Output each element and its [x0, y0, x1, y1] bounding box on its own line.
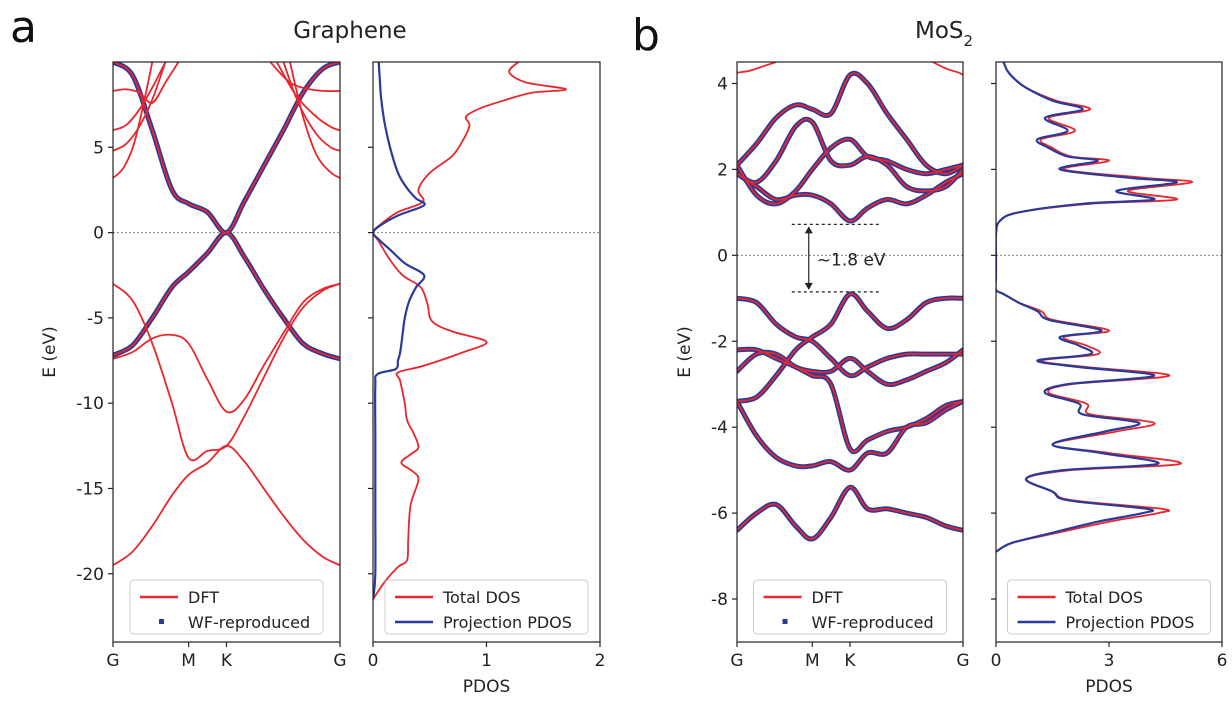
gap-arrow-head-up [804, 226, 813, 234]
mos2-bands-ylabel: E (eV) [675, 326, 695, 378]
mos2-bands-legend [753, 579, 947, 635]
mos2-bands-dft-band-0 [737, 486, 963, 540]
mos2-bands-xtick-label: G [956, 651, 969, 671]
mos2-bands-ytick-label: 4 [717, 74, 728, 94]
mos2-bands-ytick-label: -4 [711, 418, 728, 438]
graphene-bands-ytick-label: -15 [76, 479, 104, 499]
graphene-bands-legend [129, 579, 324, 635]
mos2-bands-ytick-label: -8 [711, 590, 728, 610]
graphene-bands-ytick-label: -10 [76, 394, 104, 414]
graphene-bands-dft-band-11 [276, 62, 340, 132]
mos2-bands-wf-band-5 [737, 295, 963, 379]
mos2-bands-dft-band-6 [737, 172, 963, 222]
graphene-pdos-xtick-label: 0 [368, 651, 379, 671]
graphene-pdos-legend [384, 579, 589, 635]
mos2-bands-dft-band-7 [737, 118, 963, 192]
mos2-bands-ytick-label: 2 [717, 160, 728, 180]
mos2-bands-wf-band-7 [737, 116, 963, 194]
graphene-bands-xtick-label: G [106, 651, 119, 671]
gap-annotation-label: ~1.8 eV [817, 251, 886, 271]
graphene-bands-legend-marker-wf [159, 619, 164, 624]
mos2-bands-ytick-label: -6 [711, 504, 728, 524]
mos2-bands-dft-band-3 [737, 349, 963, 386]
mos2-bands-dft-band-1 [737, 400, 963, 472]
panel-b-letter: b [632, 10, 660, 61]
graphene-pdos-legend-label: Projection PDOS [443, 613, 572, 632]
mos2-pdos-plot-area [996, 62, 1222, 553]
mos2-bands-wf-band-2 [737, 346, 963, 455]
mos2-pdos-xtick-label: 6 [1217, 651, 1228, 671]
mos2-pdos-xtick-label: 3 [1104, 651, 1115, 671]
graphene-bands-dft-band-8 [113, 62, 180, 104]
gap-arrow-head-down [804, 282, 813, 290]
mos2-pdos-xtick-label: 0 [991, 651, 1002, 671]
mos2-bands-dft-band-2 [737, 348, 963, 453]
graphene-pdos-plot-area [373, 62, 600, 600]
mos2-bands-dft-band-11 [932, 62, 963, 76]
panel-b-title: MoS2 [915, 18, 973, 50]
graphene-bands-ytick-label: 5 [93, 138, 104, 158]
panel-b-title-main: MoS [915, 18, 964, 44]
graphene-bands-dft-band-10 [282, 62, 340, 152]
mos2-bands-dft-band-9 [737, 72, 963, 175]
mos2-bands-wf-band-1 [737, 398, 963, 473]
graphene-pdos-series-total-dos [373, 62, 567, 600]
axes-layer: 50-5-10-15-20G M K GE (eV)DFTWF-reproduced0… [40, 61, 1228, 697]
mos2-bands-legend-label: WF-reproduced [812, 613, 934, 632]
mos2-pdos-legend [1007, 579, 1211, 635]
graphene-bands-dft-band-0 [113, 444, 340, 567]
graphene-bands-ytick-label: -5 [87, 309, 104, 329]
mos2-bands-xtick-label: K [844, 651, 856, 671]
mos2-bands-dft-band-10 [737, 62, 777, 74]
mos2-bands-dft-band-5 [737, 297, 963, 377]
graphene-bands-dft-band-5 [113, 62, 154, 179]
mos2-bands-ytick-label: -2 [711, 332, 728, 352]
mos2-bands-xtick-label: M [805, 651, 820, 671]
panel-a-letter: a [10, 2, 37, 53]
graphene-bands-dft-band-6 [113, 62, 167, 152]
graphene-pdos-xtick-label: 1 [481, 651, 492, 671]
graphene-bands-frame [112, 61, 341, 643]
graphene-bands-dft-band-4 [113, 62, 340, 234]
mos2-bands-ytick-label: 0 [717, 246, 728, 266]
mos2-bands-dft-band-8 [737, 138, 963, 205]
graphene-pdos-xlabel: PDOS [463, 677, 511, 697]
mos2-bands-plot-area [737, 62, 963, 542]
panel-b-title-sub: 2 [963, 32, 973, 50]
mos2-pdos-legend-label: Total DOS [1065, 588, 1144, 607]
mos2-bands-legend-marker-wf [782, 619, 788, 624]
mos2-bands-xtick-label: G [730, 651, 743, 671]
graphene-pdos-legend-label: Total DOS [442, 588, 521, 607]
graphene-bands-dft-band-2 [113, 282, 340, 414]
mos2-pdos-series-total-dos [996, 62, 1193, 553]
graphene-bands-xtick-label: G [333, 651, 346, 671]
graphene-bands-xtick-label: K [221, 651, 233, 671]
graphene-bands-dft-band-1 [113, 282, 340, 462]
mos2-bands-dft-band-4 [737, 293, 963, 403]
graphene-pdos-xtick-label: 2 [595, 651, 606, 671]
graphene-bands-ytick-label: -20 [76, 565, 104, 585]
mos2-bands-legend-label: DFT [812, 588, 843, 607]
panel-a-title: Graphene [293, 18, 406, 44]
graphene-bands-legend-label: DFT [188, 588, 219, 607]
graphene-bands-dft-band-3 [113, 231, 340, 360]
mos2-pdos-frame [995, 61, 1223, 643]
mos2-bands-wf-band-0 [737, 484, 963, 542]
mos2-bands-wf-band-4 [737, 291, 963, 404]
graphene-bands-dft-band-12 [269, 62, 340, 93]
graphene-bands-xtick-label: M [181, 651, 196, 671]
graphene-bands-ylabel: E (eV) [40, 326, 60, 378]
mos2-pdos-xlabel: PDOS [1085, 677, 1133, 697]
graphene-bands-wf-band-0 [113, 230, 340, 362]
graphene-bands-plot-area [113, 62, 340, 567]
mos2-pdos-series-projection-pdos [996, 62, 1178, 553]
graphene-pdos-series-projection-pdos [373, 62, 426, 600]
graphene-bands-ytick-label: 0 [93, 224, 104, 244]
mos2-pdos-legend-label: Projection PDOS [1066, 613, 1195, 632]
graphene-bands-legend-label: WF-reproduced [188, 613, 310, 632]
graphene-bands-dft-band-7 [113, 62, 167, 132]
